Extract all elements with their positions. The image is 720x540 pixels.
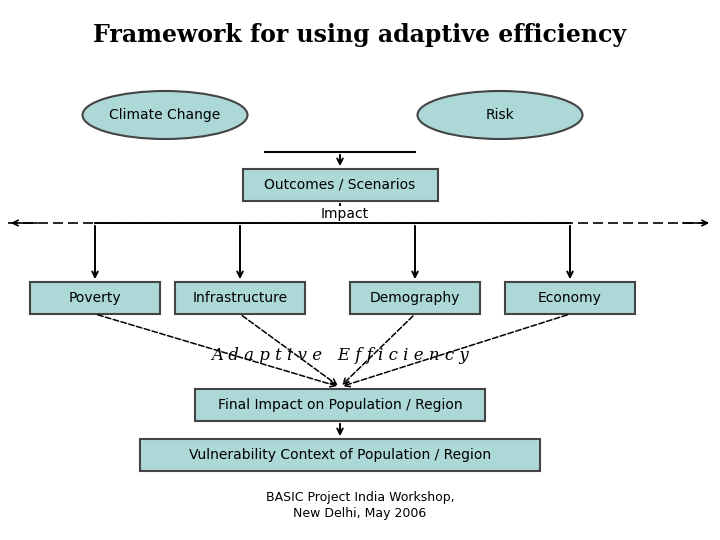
Text: Framework for using adaptive efficiency: Framework for using adaptive efficiency (94, 23, 626, 47)
Text: Poverty: Poverty (68, 291, 121, 305)
FancyBboxPatch shape (175, 282, 305, 314)
Text: Infrastructure: Infrastructure (192, 291, 287, 305)
FancyBboxPatch shape (195, 389, 485, 421)
FancyBboxPatch shape (505, 282, 635, 314)
Text: Risk: Risk (485, 108, 514, 122)
Text: Economy: Economy (538, 291, 602, 305)
FancyBboxPatch shape (350, 282, 480, 314)
Text: Vulnerability Context of Population / Region: Vulnerability Context of Population / Re… (189, 448, 491, 462)
Ellipse shape (418, 91, 582, 139)
Text: Demography: Demography (370, 291, 460, 305)
Text: A d a p t i v e   E f f i c i e n c y: A d a p t i v e E f f i c i e n c y (211, 347, 469, 363)
Text: Impact: Impact (321, 207, 369, 221)
Ellipse shape (83, 91, 248, 139)
Text: Final Impact on Population / Region: Final Impact on Population / Region (217, 398, 462, 412)
FancyBboxPatch shape (243, 169, 438, 201)
Text: New Delhi, May 2006: New Delhi, May 2006 (293, 507, 427, 519)
Text: Outcomes / Scenarios: Outcomes / Scenarios (264, 178, 415, 192)
FancyBboxPatch shape (140, 439, 540, 471)
Text: BASIC Project India Workshop,: BASIC Project India Workshop, (266, 490, 454, 503)
Text: Climate Change: Climate Change (109, 108, 220, 122)
FancyBboxPatch shape (30, 282, 160, 314)
